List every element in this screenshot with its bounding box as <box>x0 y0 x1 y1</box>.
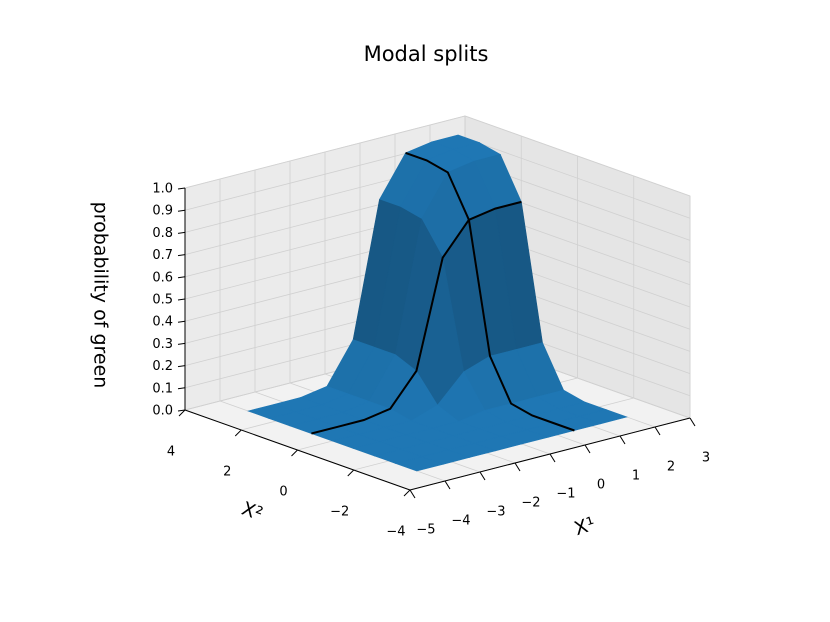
z-tick-label: 0.4 <box>152 315 173 330</box>
z-tick-label: 0.2 <box>152 359 173 374</box>
z-tick-label: 0.6 <box>152 270 173 285</box>
tick-mark <box>654 426 661 436</box>
tick-mark <box>177 276 186 279</box>
tick-mark <box>177 187 186 190</box>
tick-mark <box>178 409 186 417</box>
z-tick-label: 0.9 <box>152 204 173 219</box>
tick-mark <box>177 320 186 323</box>
x-tick-label: −3 <box>486 505 505 520</box>
x-tick-label: −4 <box>451 514 470 529</box>
tick-mark <box>177 298 186 301</box>
x-tick-label: 2 <box>667 460 675 475</box>
y-tick-label: −2 <box>330 505 349 520</box>
z-tick-label: 0.5 <box>152 293 173 308</box>
chart-title: Modal splits <box>364 42 489 66</box>
z-tick-label: 0.0 <box>152 404 173 419</box>
x-tick-label: −1 <box>556 487 575 502</box>
tick-mark <box>177 342 186 345</box>
grid-line <box>464 137 691 219</box>
tick-mark <box>479 471 486 481</box>
curve <box>311 200 522 435</box>
grid-line <box>184 115 466 189</box>
tick-mark <box>689 417 696 427</box>
tick-mark <box>444 480 451 490</box>
x-axis-label: X¹ <box>572 513 598 540</box>
x-axis-line <box>409 417 691 491</box>
x-tick-label: 0 <box>597 478 605 493</box>
y-axis-label: X² <box>239 498 266 526</box>
x-tick-label: −5 <box>416 523 435 538</box>
tick-mark <box>549 453 556 463</box>
z-tick-label: 1.0 <box>152 182 173 197</box>
tick-mark <box>409 489 416 499</box>
x-tick-label: 3 <box>702 451 710 466</box>
tick-mark <box>291 449 298 457</box>
tick-mark <box>177 365 186 368</box>
tick-mark <box>177 209 186 212</box>
tick-mark <box>514 462 521 472</box>
tick-mark <box>619 435 626 445</box>
x-tick-label: 1 <box>632 469 640 484</box>
y-tick-label: −4 <box>386 525 405 540</box>
tick-mark <box>234 429 242 437</box>
z-tick-label: 0.1 <box>152 381 173 396</box>
tick-mark <box>177 409 186 412</box>
z-tick-label: 0.3 <box>152 337 173 352</box>
y-axis-line <box>184 409 411 491</box>
tick-mark <box>347 469 355 477</box>
tick-mark <box>403 489 411 497</box>
tick-mark <box>177 231 186 234</box>
tick-mark <box>177 387 186 390</box>
y-tick-label: 2 <box>223 465 231 480</box>
surface-cell <box>394 456 445 472</box>
y-tick-label: 0 <box>279 485 287 500</box>
grid-line <box>464 115 691 197</box>
y-tick-label: 4 <box>167 445 175 460</box>
curve <box>405 151 575 432</box>
z-tick-label: 0.8 <box>152 226 173 241</box>
tick-mark <box>177 254 186 257</box>
tick-mark <box>584 444 591 454</box>
x-tick-label: −2 <box>521 496 540 511</box>
z-axis-label: probability of green <box>90 202 112 389</box>
z-tick-label: 0.7 <box>152 248 173 263</box>
